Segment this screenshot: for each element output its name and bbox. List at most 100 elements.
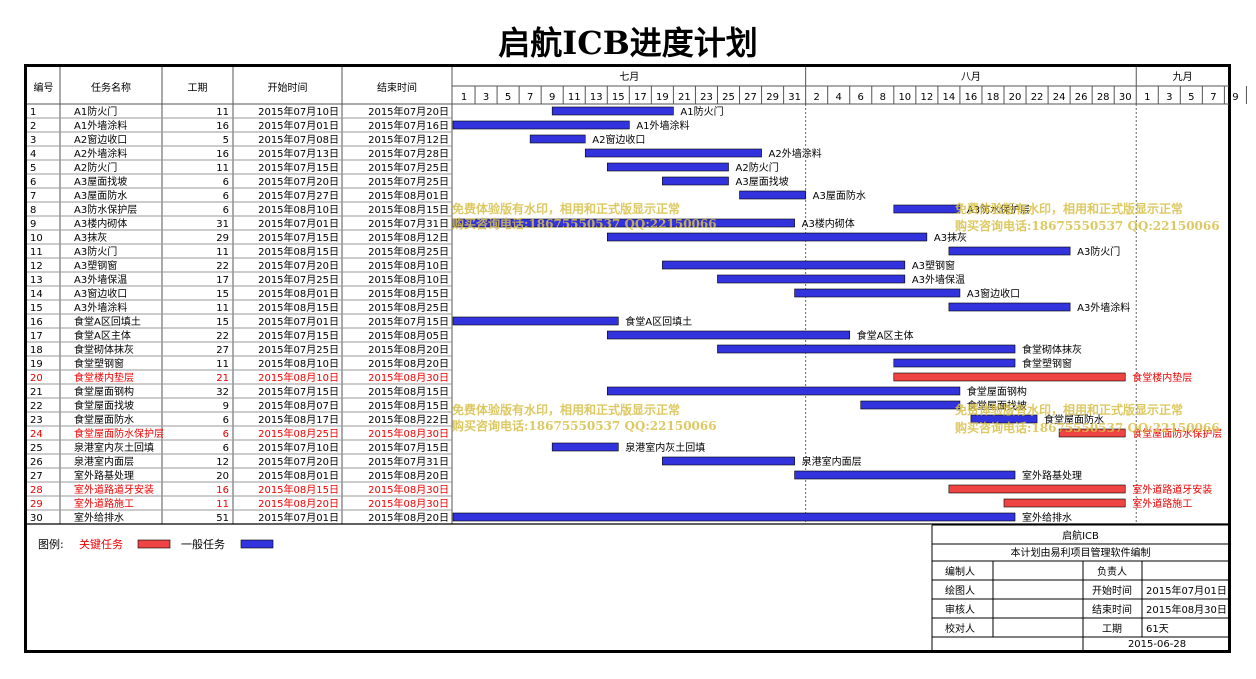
task-end: 2015年08月10日 bbox=[368, 273, 449, 286]
task-end: 2015年08月05日 bbox=[368, 329, 449, 342]
task-end: 2015年07月15日 bbox=[368, 315, 449, 328]
task-bar-label: A3防水保护层 bbox=[967, 203, 1030, 216]
task-duration: 11 bbox=[216, 499, 229, 510]
task-name: 室外路基处理 bbox=[74, 469, 134, 482]
task-id: 23 bbox=[30, 415, 43, 426]
task-duration: 6 bbox=[223, 415, 229, 426]
task-duration: 11 bbox=[216, 359, 229, 370]
task-end: 2015年08月22日 bbox=[368, 413, 449, 426]
task-name: A2外墙涂料 bbox=[74, 147, 127, 160]
task-name: 食堂屋面找坡 bbox=[74, 399, 134, 412]
task-end: 2015年08月20日 bbox=[368, 357, 449, 370]
task-start: 2015年07月01日 bbox=[258, 315, 339, 328]
task-bar-label: 室外道路施工 bbox=[1132, 497, 1192, 510]
task-start: 2015年07月20日 bbox=[258, 175, 339, 188]
day-tick-label: 4 bbox=[836, 92, 842, 103]
task-bar-label: A2窗边收口 bbox=[592, 133, 645, 146]
task-id: 30 bbox=[30, 513, 43, 524]
task-duration: 12 bbox=[216, 457, 229, 468]
task-start: 2015年08月17日 bbox=[258, 413, 339, 426]
column-header-name: 任务名称 bbox=[91, 81, 131, 94]
task-end: 2015年08月15日 bbox=[368, 385, 449, 398]
task-name: 室外道路施工 bbox=[74, 497, 134, 510]
info-label: 工期 bbox=[1102, 623, 1122, 635]
task-id: 7 bbox=[30, 191, 36, 202]
info-note: 本计划由易利项目管理软件编制 bbox=[1011, 546, 1151, 559]
task-start: 2015年07月01日 bbox=[258, 119, 339, 132]
task-name: A3屋面找坡 bbox=[74, 175, 127, 188]
day-tick-label: 26 bbox=[1075, 92, 1088, 103]
critical-task-bar bbox=[1003, 498, 1126, 508]
task-name: 室外给排水 bbox=[74, 511, 124, 524]
task-bar-label: 室外道路道牙安装 bbox=[1132, 483, 1212, 496]
legend-normal-label: 一般任务 bbox=[181, 538, 225, 551]
task-bar-label: 食堂A区回填土 bbox=[625, 315, 692, 328]
day-tick-label: 31 bbox=[788, 92, 801, 103]
task-name: 泉港室内灰土回填 bbox=[74, 441, 154, 454]
task-name: A3楼内砌体 bbox=[74, 217, 127, 230]
day-tick-label: 12 bbox=[920, 92, 933, 103]
info-project: 启航ICB bbox=[1062, 529, 1099, 542]
task-bar bbox=[452, 512, 1016, 522]
column-header-id: 编号 bbox=[34, 81, 54, 94]
task-bar bbox=[893, 358, 1016, 368]
legend-critical-swatch bbox=[137, 539, 171, 549]
info-label: 编制人 bbox=[945, 565, 975, 578]
task-duration: 11 bbox=[216, 303, 229, 314]
info-value: 61天 bbox=[1146, 624, 1169, 635]
task-name: A2防火门 bbox=[74, 161, 117, 174]
task-start: 2015年07月15日 bbox=[258, 161, 339, 174]
task-bar bbox=[893, 204, 961, 214]
task-name: A3窗边收口 bbox=[74, 287, 127, 300]
task-id: 1 bbox=[30, 107, 36, 118]
task-bar-label: 室外路基处理 bbox=[1022, 469, 1082, 482]
task-end: 2015年08月30日 bbox=[368, 497, 449, 510]
task-bar bbox=[662, 260, 906, 270]
task-name: 食堂A区回填土 bbox=[74, 315, 141, 328]
task-bar-label: A3防火门 bbox=[1077, 245, 1120, 258]
task-duration: 21 bbox=[216, 373, 229, 384]
task-name: A3防水保护层 bbox=[74, 203, 137, 216]
info-label: 开始时间 bbox=[1092, 584, 1132, 597]
legend-critical-label: 关键任务 bbox=[79, 537, 123, 551]
task-duration: 31 bbox=[216, 219, 229, 230]
day-tick-label: 6 bbox=[858, 92, 864, 103]
task-bar bbox=[584, 148, 762, 158]
info-label: 审核人 bbox=[945, 603, 975, 616]
task-duration: 15 bbox=[216, 317, 229, 328]
task-bar-label: 食堂屋面防水保护层 bbox=[1132, 427, 1222, 440]
task-id: 22 bbox=[30, 401, 43, 412]
task-end: 2015年08月15日 bbox=[368, 399, 449, 412]
task-bar bbox=[452, 218, 795, 228]
day-tick-label: 15 bbox=[612, 92, 625, 103]
task-bar bbox=[860, 400, 961, 410]
task-duration: 16 bbox=[216, 121, 229, 132]
task-end: 2015年08月25日 bbox=[368, 245, 449, 258]
task-id: 17 bbox=[30, 331, 43, 342]
task-end: 2015年08月25日 bbox=[368, 301, 449, 314]
task-bar-label: 食堂楼内垫层 bbox=[1132, 371, 1192, 384]
task-end: 2015年08月30日 bbox=[368, 427, 449, 440]
task-duration: 6 bbox=[223, 429, 229, 440]
task-bar-label: 泉港室内面层 bbox=[802, 455, 862, 468]
task-start: 2015年07月15日 bbox=[258, 385, 339, 398]
task-duration: 5 bbox=[223, 135, 229, 146]
task-end: 2015年07月31日 bbox=[368, 217, 449, 230]
task-duration: 6 bbox=[223, 443, 229, 454]
task-id: 24 bbox=[30, 429, 43, 440]
day-tick-label: 7 bbox=[527, 92, 533, 103]
task-start: 2015年07月10日 bbox=[258, 441, 339, 454]
task-id: 27 bbox=[30, 471, 43, 482]
task-id: 18 bbox=[30, 345, 43, 356]
task-end: 2015年08月15日 bbox=[368, 203, 449, 216]
task-name: 食堂屋面防水 bbox=[74, 413, 134, 426]
task-bar bbox=[948, 246, 1071, 256]
task-end: 2015年08月10日 bbox=[368, 259, 449, 272]
column-header-end: 结束时间 bbox=[377, 81, 417, 94]
task-end: 2015年07月15日 bbox=[368, 441, 449, 454]
task-name: A1防火门 bbox=[74, 105, 117, 118]
task-bar bbox=[794, 288, 961, 298]
task-bar bbox=[606, 386, 961, 396]
task-bar bbox=[794, 470, 1016, 480]
task-start: 2015年08月20日 bbox=[258, 497, 339, 510]
